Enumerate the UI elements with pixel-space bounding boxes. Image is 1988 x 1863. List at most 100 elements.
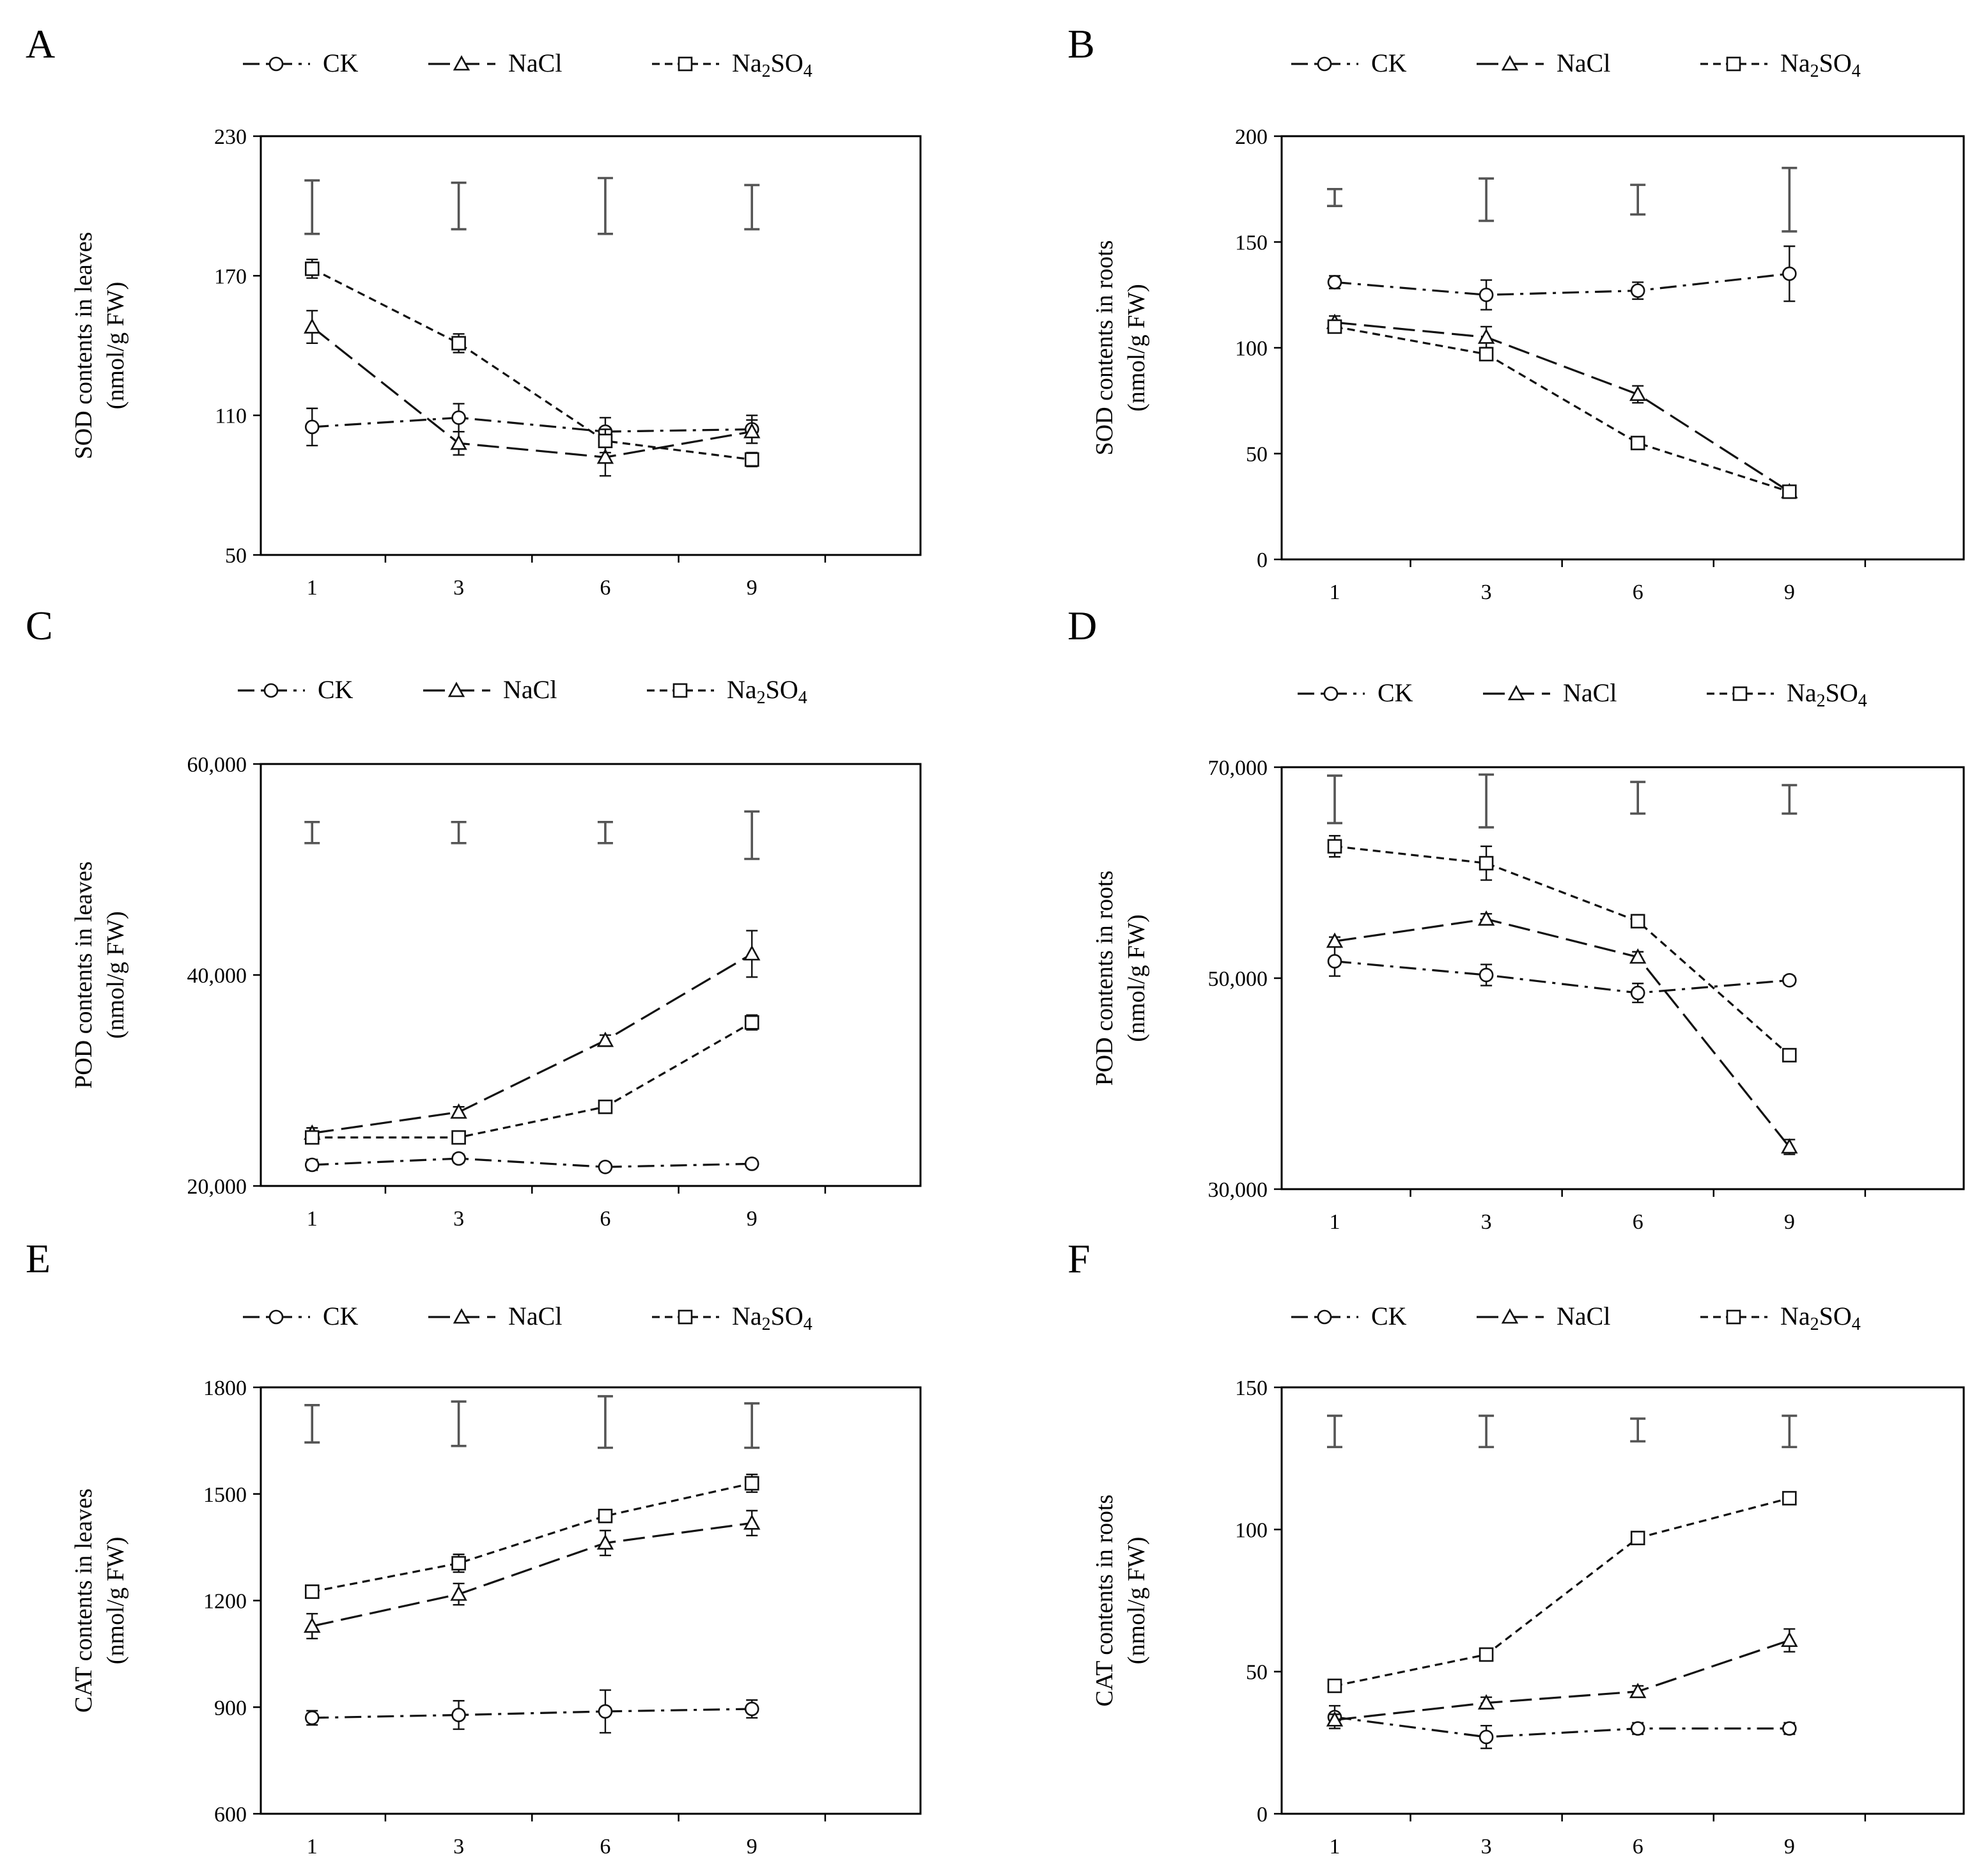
data-point-nacl [596, 1031, 614, 1047]
data-point-ck [1479, 967, 1494, 983]
lsd-bar [451, 820, 467, 845]
lsd-bar [304, 179, 320, 235]
series-line-na2so4 [311, 267, 752, 461]
y-axis-label: POD contents in leaves [70, 861, 97, 1089]
x-tick-label: 9 [1784, 1835, 1795, 1859]
legend-marker-ck [268, 56, 284, 72]
data-point-nacl [1326, 1711, 1344, 1727]
data-point-na2so4 [1782, 1491, 1797, 1506]
lsd-bar [1782, 166, 1798, 233]
legend-label-na2so4: Na2SO4 [1780, 1302, 1861, 1334]
data-point-na2so4 [1479, 855, 1494, 871]
data-point-nacl [304, 1617, 321, 1633]
legend-label-na2so4: Na2SO4 [1780, 49, 1861, 81]
data-point-nacl [743, 423, 761, 439]
y-tick-label: 70,000 [1208, 756, 1268, 780]
data-point-ck [744, 1701, 759, 1717]
lsd-bar [597, 820, 613, 845]
y-axis-label-units: (nmol/g FW) [102, 282, 129, 409]
lsd-bar [597, 1395, 613, 1449]
legend-label-nacl: NaCl [503, 675, 557, 704]
x-tick-label: 6 [600, 1207, 610, 1231]
data-point-ck [598, 1160, 613, 1174]
lsd-bar [1479, 1414, 1495, 1449]
series-line-ck [1334, 960, 1790, 994]
y-tick-label: 1500 [203, 1483, 247, 1507]
data-point-ck [1630, 283, 1645, 298]
plot-area [1280, 135, 1965, 561]
panel-letter: B [1068, 21, 1095, 66]
lsd-bar [1326, 1414, 1342, 1449]
series-line-nacl [1334, 321, 1790, 493]
data-point-nacl [1629, 386, 1647, 401]
data-point-nacl [1477, 328, 1495, 344]
x-tick-label: 6 [600, 1835, 610, 1859]
y-axis-label-units: (nmol/g FW) [102, 1537, 129, 1664]
legend-label-nacl: NaCl [1557, 1302, 1610, 1330]
y-axis-label-units: (nmol/g FW) [1123, 284, 1150, 411]
data-point-nacl [1629, 948, 1647, 964]
data-point-na2so4 [1630, 914, 1645, 929]
lsd-bar [597, 176, 613, 235]
plot-area [1280, 766, 1965, 1190]
plot-area [260, 135, 922, 556]
y-tick-label: 20,000 [187, 1175, 247, 1199]
legend-label-ck: CK [1371, 1302, 1407, 1330]
y-tick-label: 150 [1235, 1376, 1268, 1400]
y-tick-label: 50 [1246, 1661, 1268, 1685]
plot-area [1280, 1386, 1965, 1815]
legend-marker-ck [1323, 686, 1339, 701]
plot-area [260, 763, 922, 1187]
panel-d: D CK NaCl Na2SO4 30,000 50,000 70,000 1 3 6 9 POD c… [1068, 603, 1965, 1234]
data-point-na2so4 [451, 336, 466, 351]
series-line-ck [312, 416, 752, 433]
x-tick-label: 6 [600, 576, 610, 600]
data-point-na2so4 [451, 1555, 466, 1571]
y-tick-label: 170 [214, 265, 247, 288]
lsd-bar [451, 1400, 467, 1447]
legend-label-na2so4: Na2SO4 [732, 1302, 812, 1334]
legend-label-ck: CK [323, 49, 359, 77]
y-tick-label: 60,000 [187, 753, 247, 777]
data-point-nacl [596, 1534, 614, 1550]
data-point-ck [1782, 266, 1797, 281]
legend-label-na2so4: Na2SO4 [732, 49, 812, 81]
legend-marker-ck [263, 683, 279, 698]
lsd-bar [304, 1403, 320, 1444]
series-line-nacl [1334, 1639, 1790, 1721]
lsd-bar [1326, 187, 1342, 208]
legend-marker-ck [1317, 56, 1332, 72]
lsd-bar [1326, 774, 1342, 825]
x-tick-label: 6 [1633, 581, 1643, 604]
lsd-bar [1782, 784, 1798, 815]
data-point-ck [744, 1157, 759, 1171]
data-point-nacl [1781, 1632, 1798, 1648]
data-point-ck [451, 1708, 466, 1722]
x-tick-label: 9 [747, 1835, 757, 1859]
y-tick-label: 30,000 [1208, 1178, 1268, 1202]
data-point-na2so4 [598, 433, 613, 448]
data-point-ck [1782, 1721, 1797, 1736]
y-tick-label: 1800 [203, 1376, 247, 1400]
series-line-ck [1334, 272, 1790, 296]
legend-label-nacl: NaCl [1563, 678, 1617, 707]
lsd-bar [1630, 183, 1646, 216]
y-tick-label: 0 [1257, 549, 1268, 572]
x-tick-label: 9 [1784, 581, 1795, 604]
data-point-na2so4 [304, 1130, 320, 1145]
y-axis-label-units: (nmol/g FW) [102, 911, 129, 1038]
series-line-nacl [311, 326, 752, 458]
x-tick-label: 3 [453, 576, 464, 600]
legend-marker-na2so4 [678, 56, 693, 72]
data-point-ck [451, 410, 466, 425]
data-point-na2so4 [744, 1015, 759, 1030]
legend-marker-na2so4 [1726, 1309, 1741, 1325]
data-point-na2so4 [1327, 319, 1342, 334]
panel-letter: D [1068, 603, 1097, 648]
data-point-na2so4 [1479, 347, 1494, 362]
data-point-na2so4 [304, 261, 320, 276]
data-point-ck [1479, 1729, 1494, 1745]
data-point-nacl [1477, 1694, 1495, 1710]
data-point-ck [304, 1157, 320, 1173]
